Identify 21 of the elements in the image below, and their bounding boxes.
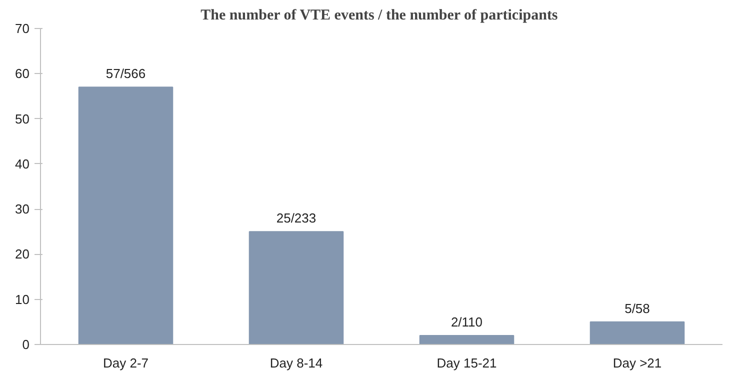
x-tick-label: Day 2-7: [102, 356, 149, 370]
y-tick-label: 10: [15, 292, 30, 307]
y-tick-label: 40: [15, 156, 30, 172]
y-tick-label: 70: [15, 21, 30, 36]
bar: [78, 86, 174, 344]
y-tick-label: 20: [15, 246, 30, 262]
y-tick-label: 50: [15, 111, 30, 126]
y-tick-label: 30: [15, 202, 30, 217]
data-label: 25/233: [276, 210, 316, 226]
x-tick-label: Day 8-14: [270, 356, 323, 370]
x-tick-label: Day >21: [612, 356, 662, 370]
data-label: 5/58: [624, 300, 650, 316]
chart-title: The number of VTE events / the number of participants: [200, 8, 558, 24]
bar: [590, 321, 685, 344]
bar: [419, 334, 514, 344]
bar: [248, 231, 344, 344]
y-tick-label: 60: [15, 66, 30, 82]
y-tick-label: 0: [22, 337, 30, 352]
x-tick-label: Day 15-21: [436, 356, 497, 370]
data-label: 57/566: [106, 66, 146, 82]
data-label: 2/110: [450, 314, 483, 330]
